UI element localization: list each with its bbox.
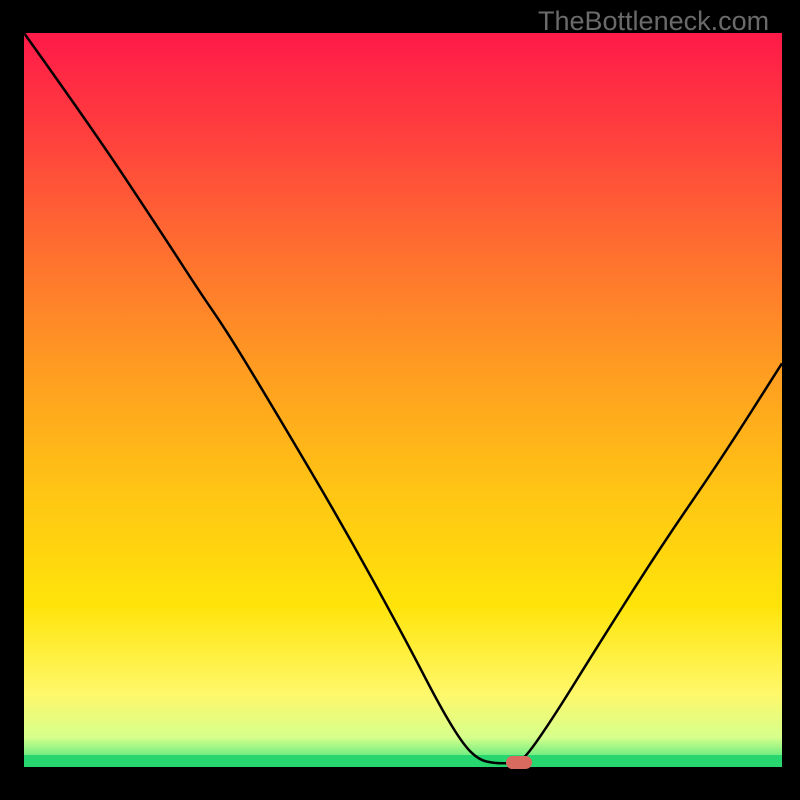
green-strip: [24, 755, 782, 767]
plot-area: [24, 33, 782, 767]
chart-container: TheBottleneck.com: [0, 0, 800, 800]
optimal-marker: [506, 756, 532, 769]
watermark-text: TheBottleneck.com: [538, 6, 769, 37]
